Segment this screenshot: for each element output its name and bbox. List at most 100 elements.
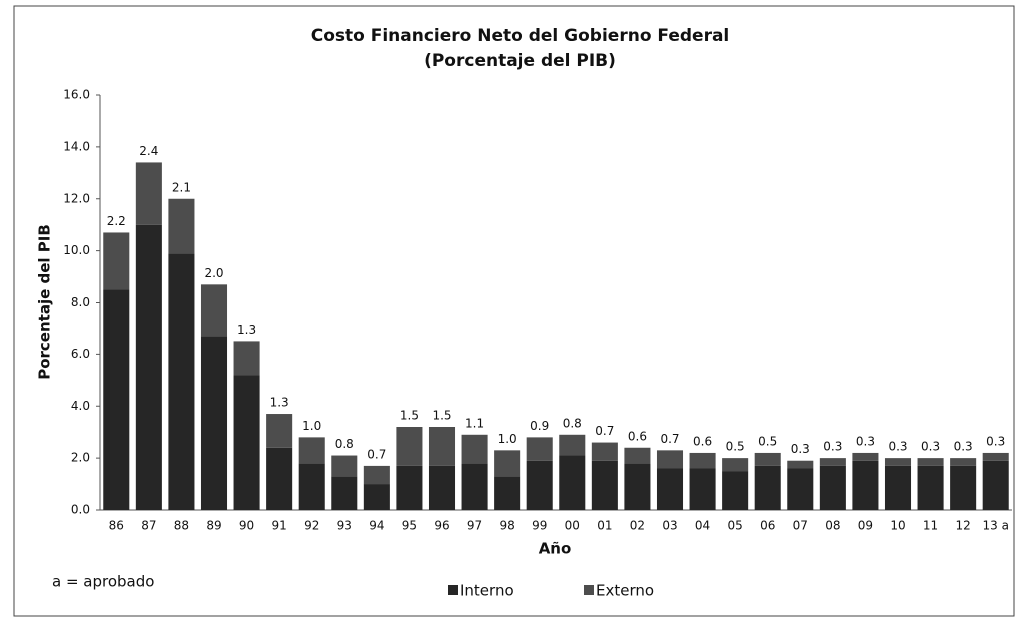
x-tick-label: 07 xyxy=(793,519,808,533)
y-tick-label: 10.0 xyxy=(63,243,90,257)
bar-segment xyxy=(624,463,651,510)
y-tick-label: 12.0 xyxy=(63,191,90,205)
bar-segment xyxy=(168,198,195,254)
x-tick-label: 94 xyxy=(369,519,384,533)
legend-label: Externo xyxy=(596,582,654,600)
bar-segment xyxy=(787,468,814,510)
bar-segment xyxy=(884,458,912,466)
value-label: 0.3 xyxy=(856,434,875,448)
bar-segment xyxy=(266,414,293,448)
bar-segment xyxy=(103,289,130,510)
bar-segment xyxy=(168,253,195,510)
x-tick-label: 06 xyxy=(760,519,775,533)
bar-segment xyxy=(656,450,684,469)
x-tick-label: 98 xyxy=(500,519,515,533)
value-label: 1.0 xyxy=(302,419,321,433)
value-label: 2.2 xyxy=(107,214,126,228)
x-tick-label: 87 xyxy=(141,519,156,533)
value-label: 0.5 xyxy=(726,440,745,454)
value-label: 1.0 xyxy=(498,432,517,446)
x-tick-label: 93 xyxy=(337,519,352,533)
value-label: 0.3 xyxy=(791,442,810,456)
bar-segment xyxy=(233,375,260,510)
value-label: 0.6 xyxy=(628,429,647,443)
value-label: 1.5 xyxy=(432,409,451,423)
legend-swatch xyxy=(584,585,594,595)
bar-segment xyxy=(494,450,521,477)
bar-segment xyxy=(526,437,553,461)
bar-segment xyxy=(656,468,684,510)
chart-subtitle: (Porcentaje del PIB) xyxy=(424,51,616,71)
bar-segment xyxy=(591,460,618,510)
x-tick-label: 09 xyxy=(858,519,873,533)
value-label: 1.1 xyxy=(465,416,484,430)
bar-segment xyxy=(754,452,781,466)
bar-segment xyxy=(624,447,651,464)
bar-segment xyxy=(135,224,162,510)
x-axis-title: Año xyxy=(539,540,572,558)
bar-segment xyxy=(950,465,977,510)
value-label: 0.5 xyxy=(758,434,777,448)
x-tick-label: 99 xyxy=(532,519,547,533)
value-label: 0.9 xyxy=(530,419,549,433)
bar-segment xyxy=(298,437,325,464)
bar-segment xyxy=(363,465,390,485)
bar-segment xyxy=(852,452,879,461)
x-tick-label: 89 xyxy=(206,519,221,533)
bar-segment xyxy=(591,442,618,461)
value-label: 1.3 xyxy=(237,323,256,337)
value-label: 1.5 xyxy=(400,409,419,423)
value-label: 1.3 xyxy=(270,396,289,410)
x-tick-label: 91 xyxy=(272,519,287,533)
value-label: 0.3 xyxy=(888,440,907,454)
x-tick-label: 86 xyxy=(109,519,124,533)
bar-segment xyxy=(200,336,228,510)
x-tick-label: 13 a xyxy=(982,519,1008,533)
bar-segment xyxy=(103,232,130,290)
value-label: 2.0 xyxy=(204,266,223,280)
bar-segment xyxy=(494,476,521,510)
value-label: 0.6 xyxy=(693,434,712,448)
bar-segment xyxy=(331,455,358,477)
frame xyxy=(13,5,1015,617)
x-tick-label: 08 xyxy=(825,519,840,533)
bar-segment xyxy=(917,465,944,510)
annotation: a = aprobado xyxy=(52,573,154,591)
y-axis-title: Porcentaje del PIB xyxy=(36,224,54,380)
bar-segment xyxy=(363,484,390,510)
y-tick-label: 4.0 xyxy=(71,399,90,413)
bar-segment xyxy=(396,465,423,510)
bar-segment xyxy=(200,284,228,337)
x-tick-label: 11 xyxy=(923,519,938,533)
chart-title: Costo Financiero Neto del Gobierno Feder… xyxy=(311,26,730,46)
legend-swatch xyxy=(448,585,458,595)
value-label: 0.7 xyxy=(660,432,679,446)
x-tick-label: 12 xyxy=(956,519,971,533)
value-label: 0.3 xyxy=(921,440,940,454)
bar-segment xyxy=(950,458,977,466)
bar-segment xyxy=(135,162,162,225)
bar-segment xyxy=(428,465,456,510)
bar-segment xyxy=(852,460,879,510)
x-tick-label: 01 xyxy=(597,519,612,533)
x-tick-label: 92 xyxy=(304,519,319,533)
bar-segment xyxy=(754,465,781,510)
x-tick-label: 03 xyxy=(662,519,677,533)
bar-segment xyxy=(331,476,358,510)
bar-segment xyxy=(819,458,846,466)
bar-segment xyxy=(917,458,944,466)
y-tick-label: 14.0 xyxy=(63,139,90,153)
bar-segment xyxy=(689,452,716,469)
bar-segment xyxy=(396,427,423,466)
bar-segment xyxy=(982,460,1009,510)
x-tick-label: 97 xyxy=(467,519,482,533)
bar-segment xyxy=(559,455,586,510)
legend-label: Interno xyxy=(460,582,514,600)
x-tick-label: 96 xyxy=(434,519,449,533)
bar-segment xyxy=(233,341,260,376)
x-tick-label: 04 xyxy=(695,519,710,533)
value-label: 0.7 xyxy=(367,447,386,461)
value-label: 0.3 xyxy=(986,434,1005,448)
x-tick-label: 00 xyxy=(565,519,580,533)
